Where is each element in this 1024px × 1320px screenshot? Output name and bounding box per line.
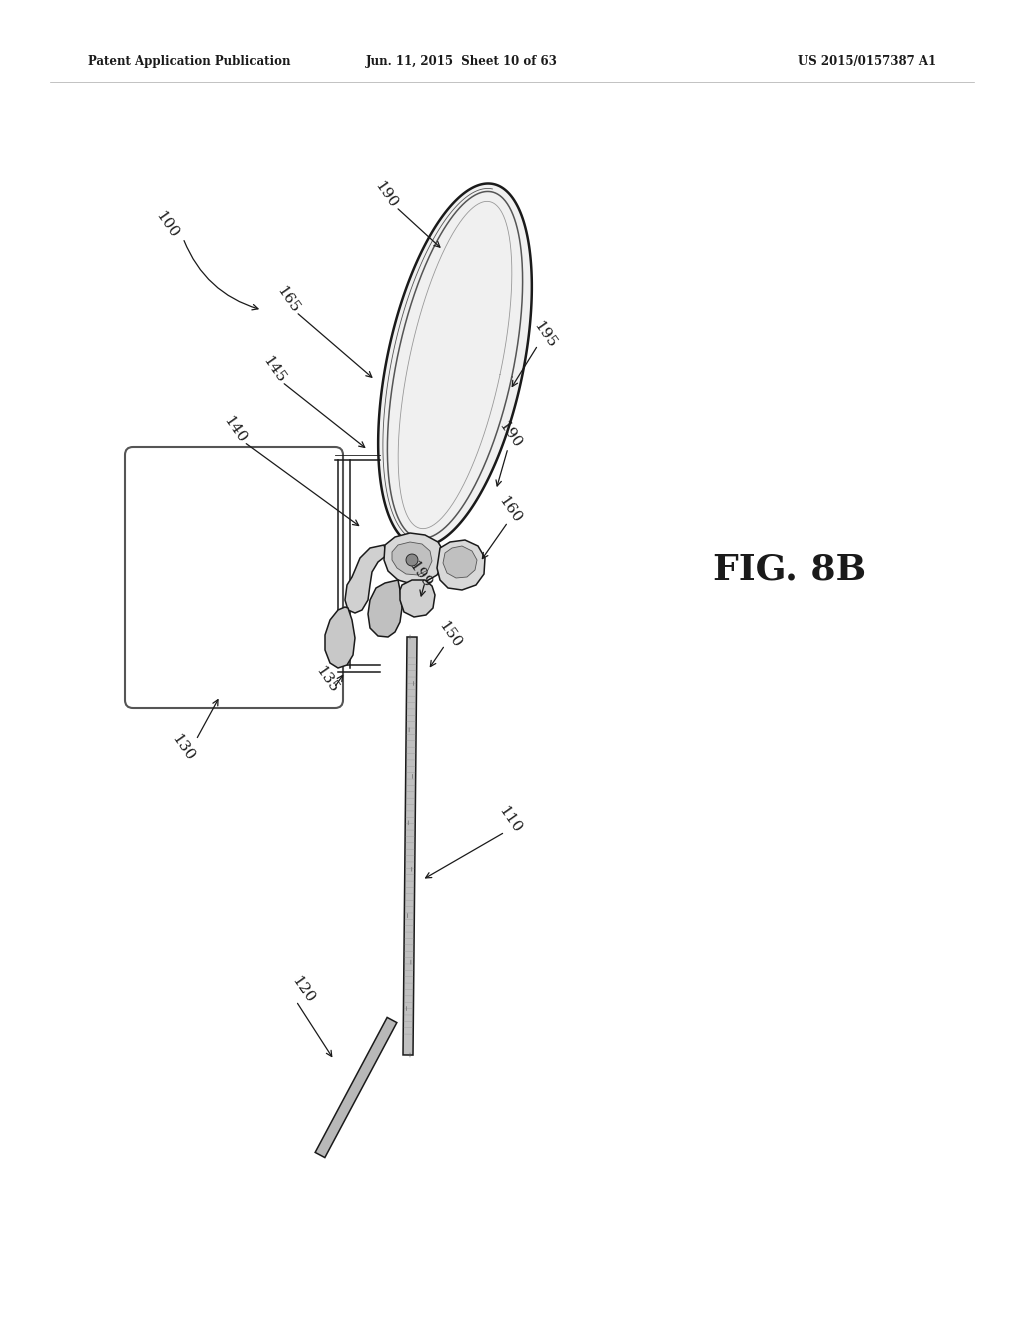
Text: 190: 190 (496, 418, 524, 451)
Polygon shape (378, 183, 531, 546)
Text: 110: 110 (496, 804, 524, 836)
Circle shape (406, 554, 418, 566)
Polygon shape (368, 579, 402, 638)
Text: 165: 165 (273, 284, 302, 315)
FancyBboxPatch shape (125, 447, 343, 708)
Polygon shape (403, 638, 417, 1055)
Text: 145: 145 (260, 354, 288, 385)
Text: Jun. 11, 2015  Sheet 10 of 63: Jun. 11, 2015 Sheet 10 of 63 (366, 55, 558, 69)
Text: US 2015/0157387 A1: US 2015/0157387 A1 (798, 55, 936, 69)
Polygon shape (315, 1018, 397, 1158)
Text: 150: 150 (436, 619, 464, 651)
Polygon shape (437, 540, 485, 590)
Text: 160: 160 (496, 494, 524, 525)
Text: 195: 195 (530, 319, 559, 351)
Polygon shape (345, 545, 387, 612)
Text: Patent Application Publication: Patent Application Publication (88, 55, 291, 69)
Text: 199: 199 (406, 558, 434, 591)
Polygon shape (392, 543, 432, 576)
Polygon shape (400, 579, 435, 616)
Polygon shape (325, 607, 355, 668)
Text: FIG. 8B: FIG. 8B (714, 553, 866, 587)
Text: 135: 135 (313, 664, 341, 696)
Text: 120: 120 (289, 974, 317, 1006)
Polygon shape (384, 533, 444, 583)
Polygon shape (443, 546, 477, 578)
Text: 130: 130 (169, 733, 197, 764)
Text: 140: 140 (221, 414, 249, 446)
Text: 190: 190 (372, 180, 400, 211)
Text: 100: 100 (153, 209, 181, 242)
